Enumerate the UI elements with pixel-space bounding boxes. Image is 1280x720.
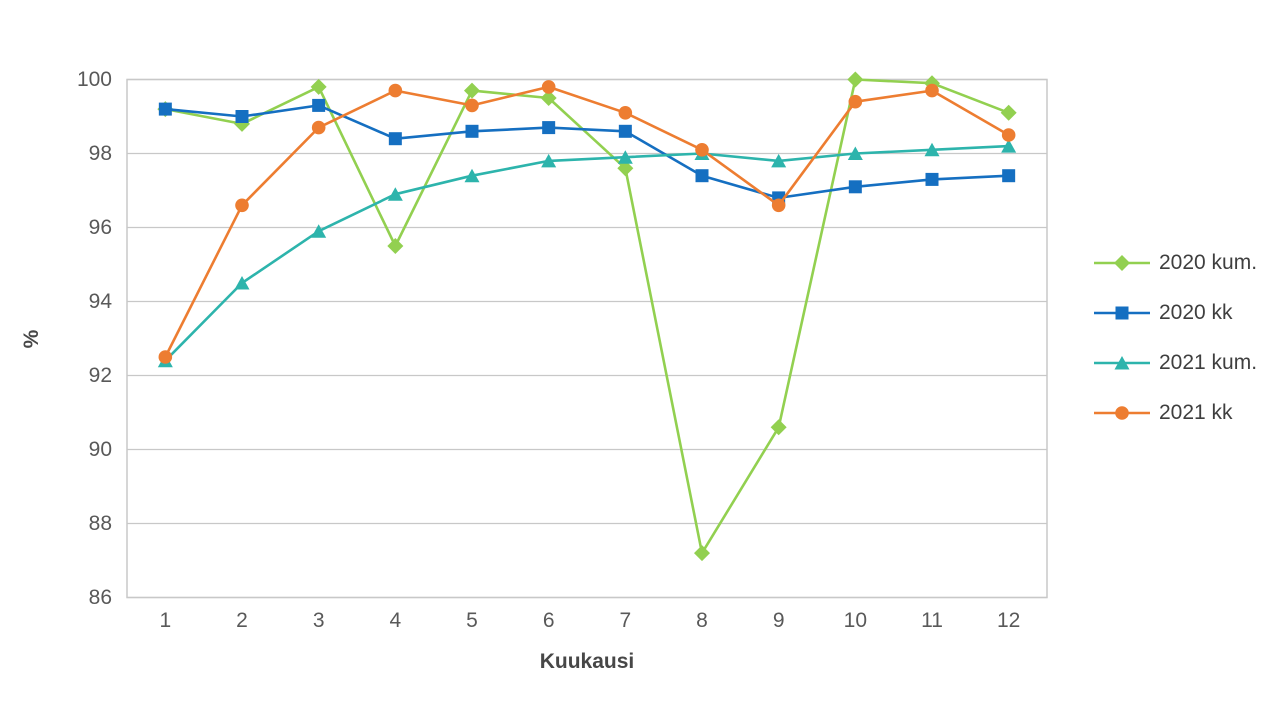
series-2021-kk-point [925,83,939,98]
series-2020-kk-point [848,180,862,194]
series-2020-kum-line [164,78,1010,555]
series-2020-kum-point [617,160,634,177]
legend-diamond-icon [1094,255,1150,271]
x-axis-tick-label: 8 [696,609,708,632]
series-2021-kum-point [311,224,327,238]
legend-label: 2020 kum. [1159,251,1258,274]
series-2021-kk-point [311,120,326,135]
series-2021-kum-point [771,153,787,168]
x-axis-tick-label: 5 [466,609,478,632]
series-2020-kk-point [542,121,556,135]
y-axis-tick-label: 88 [88,511,112,535]
legend: 2020 kum. 2020 kk 2021 kum. 2021 kk [1093,238,1257,438]
series-2021-kum-point [387,187,403,201]
series-2020-kum-point [540,90,557,106]
series-2020-kk-point [235,110,249,123]
series-2021-kk-point [235,198,249,213]
series-2021-kk-point [465,98,479,113]
series-2020-kk-point [388,132,402,146]
legend-label: 2021 kum. [1159,351,1258,374]
y-axis-tick-label: 98 [88,141,112,165]
plot-border [126,78,1048,599]
legend-circle-icon [1094,406,1150,420]
series-2021-kum-point [617,150,633,164]
series-2021-kk-point [848,94,863,109]
series-2021-kk-point [158,350,173,364]
x-axis-tick-label: 7 [619,609,632,632]
x-axis-tick-label: 12 [996,609,1021,632]
x-axis-tick-label: 4 [389,609,402,632]
y-axis-title: % [20,329,43,349]
y-axis-tick-label: 96 [88,215,112,239]
series-2021-kk-point [695,143,709,157]
series-2021-kk-line [164,85,1010,359]
series-2021-kum-point [1001,139,1017,153]
series-2021-kum-point [464,168,480,183]
series-2020-kum-point [387,238,404,254]
x-axis-tick-label: 2 [236,609,248,632]
series-2021-kk-point [388,83,403,98]
legend-circle-marker [1115,406,1129,420]
series-2020-kk-point [925,172,939,186]
legend-item-2021-kum: 2021 kum. [1093,338,1257,388]
legend-square-icon [1094,306,1150,320]
series-2020-kk-point [312,98,326,112]
series-2020-kk-point [618,124,632,138]
legend-item-2020-kk: 2020 kk [1093,288,1257,338]
legend-square-marker [1115,306,1129,320]
legend-triangle-marker [1114,356,1130,370]
series-2021-kum-line [164,144,1010,363]
series-2021-kum-point [541,153,557,168]
x-axis-title: Kuukausi [539,650,635,673]
series-2021-kum-point [234,276,250,290]
series-2021-kk-point [618,106,633,120]
legend-label: 2021 kk [1159,401,1233,424]
legend-triangle-icon [1094,356,1150,370]
x-axis-tick-label: 3 [312,609,325,632]
y-axis-tick-label: 86 [88,585,112,609]
series-2020-kk-point [465,124,479,138]
series-2021-kum-point [847,146,863,160]
series-2020-kum-point [847,71,864,88]
series-2020-kum-point [464,82,480,99]
x-axis-tick-label: 9 [772,609,785,632]
series-2021-kk-point [1001,128,1016,142]
y-axis-tick-label: 90 [88,437,112,461]
series-2020-kk-point [1002,169,1016,183]
y-axis-tick-label: 92 [88,363,112,387]
series-2020-kk-line [164,104,1010,200]
series-2020-kum-point [310,78,327,95]
series-2021-kk-point [541,80,556,94]
series-2020-kum-point [1000,104,1017,121]
series-2021-kk-point [771,198,786,213]
series-2020-kk-point [158,102,172,116]
legend-item-2021-kk: 2021 kk [1093,388,1257,438]
legend-label: 2020 kk [1159,301,1233,324]
x-axis-tick-label: 6 [542,609,555,632]
x-axis-tick-label: 1 [159,609,172,632]
series-2020-kk-point [695,169,709,183]
legend-item-2020-kum: 2020 kum. [1093,238,1257,288]
series-2021-kum-point [924,142,940,157]
x-axis-tick-label: 11 [921,609,943,632]
y-axis-tick-label: 100 [76,67,112,91]
legend-diamond-marker [1114,255,1130,271]
series-2020-kum-point [694,545,710,562]
series-2020-kum-point [770,419,787,436]
y-axis-tick-label: 94 [88,289,112,313]
x-axis-tick-label: 10 [843,609,867,632]
